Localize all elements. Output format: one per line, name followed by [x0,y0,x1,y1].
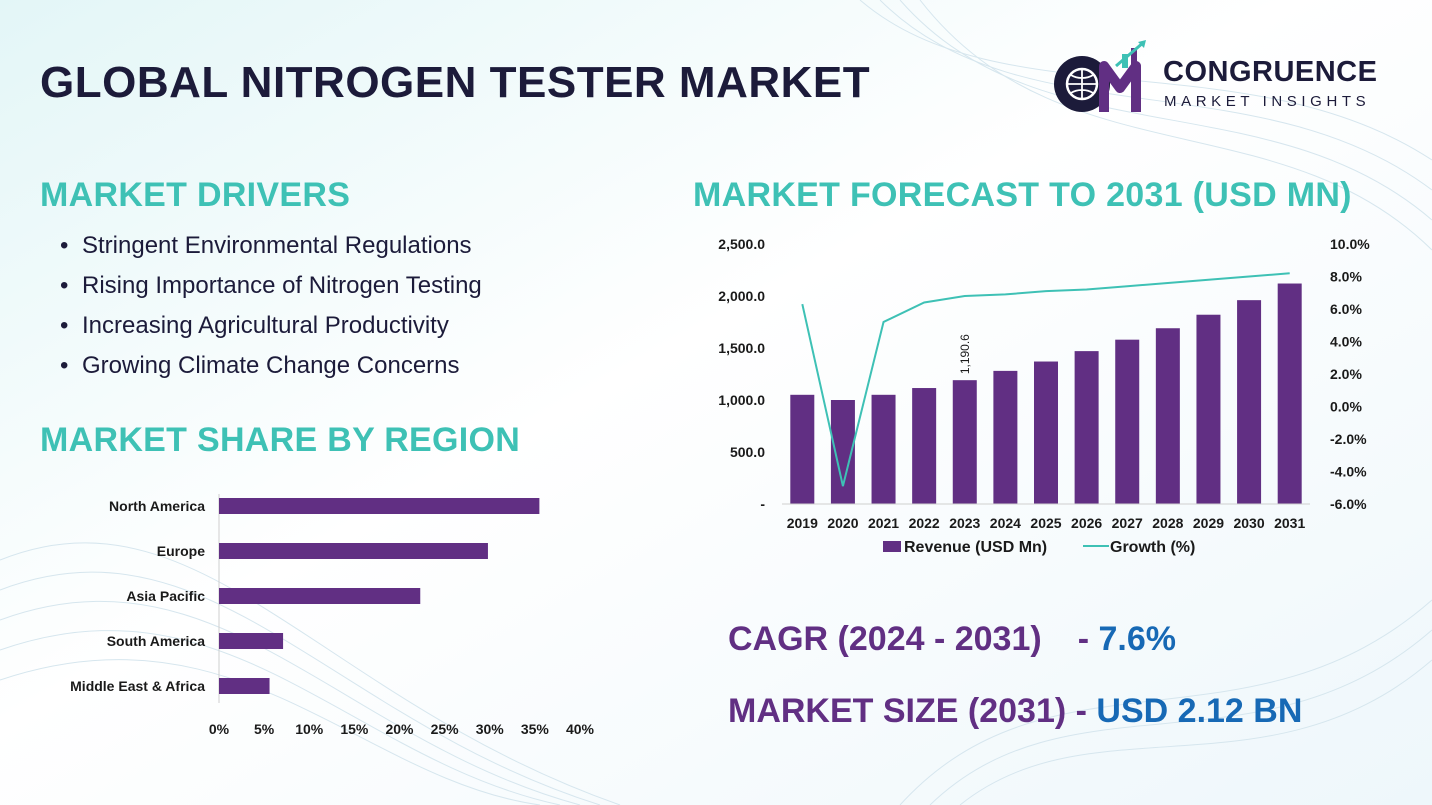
logo-wordmark: CONGRUENCE [1163,56,1378,88]
x-tick-label: 40% [566,721,595,737]
page-title: GLOBAL NITROGEN TESTER MARKET [40,58,871,107]
bar [219,633,284,649]
bar [993,370,1018,504]
cagr-value: 7.6% [1098,620,1176,658]
legend-growth-label: Growth (%) [1110,539,1195,556]
bar [219,588,421,604]
bar [871,394,896,504]
y-right-tick-label: 6.0% [1330,301,1362,317]
brand-logo [1054,40,1146,112]
y-left-tick-label: 1,000.0 [718,392,765,408]
y-right-tick-label: 8.0% [1330,269,1362,285]
market-size-separator: - [1075,692,1087,730]
x-tick-label: 35% [521,721,550,737]
y-left-tick-label: 2,500.0 [718,236,765,252]
list-item: • Increasing Agricultural Productivity [60,312,449,339]
bar [219,498,540,514]
x-tick-label: 2027 [1112,515,1143,531]
bar [1034,361,1058,504]
x-tick-label: 25% [431,721,460,737]
list-item: • Rising Importance of Nitrogen Testing [60,272,482,299]
market-size-line: MARKET SIZE (2031) - USD 2.12 BN [728,692,1302,731]
y-left-tick-label: - [760,496,765,512]
x-tick-label: 2031 [1274,515,1305,531]
bar [912,388,937,504]
x-tick-label: 2019 [787,515,818,531]
x-tick-label: 2024 [990,515,1021,531]
region-share-chart: North America Europe Asia Pacific South Ame… [70,494,595,737]
x-tick-label: 2021 [868,515,899,531]
category-label: Asia Pacific [126,588,205,604]
x-tick-label: 2030 [1233,515,1264,531]
data-label: 1,190.6 [958,334,972,374]
market-size-label: MARKET SIZE (2031) [728,692,1067,730]
x-tick-label: 20% [385,721,414,737]
x-tick-label: 0% [209,721,230,737]
y-right-tick-label: -2.0% [1330,431,1367,447]
category-label: Europe [157,543,205,559]
cagr-label: CAGR (2024 - 2031) [728,620,1042,658]
legend-revenue-label: Revenue (USD Mn) [904,539,1047,556]
x-tick-label: 2026 [1071,515,1102,531]
market-forecast-heading: MARKET FORECAST TO 2031 (USD MN) [693,176,1352,214]
bar [219,543,488,559]
x-tick-label: 10% [295,721,324,737]
bar [219,678,270,694]
logo-tagline: MARKET INSIGHTS [1164,93,1371,110]
market-size-value: USD 2.12 BN [1096,692,1303,730]
bar [1074,351,1099,504]
x-tick-label: 2029 [1193,515,1224,531]
bar [790,394,815,504]
bar [1155,328,1180,504]
x-tick-label: 2028 [1152,515,1183,531]
x-tick-label: 2025 [1030,515,1061,531]
x-tick-label: 15% [340,721,369,737]
category-label: South America [107,633,205,649]
bar [1277,283,1302,504]
x-tick-label: 2022 [909,515,940,531]
y-right-tick-label: -6.0% [1330,496,1367,512]
bar [1196,314,1221,504]
forecast-chart: - 500.0 1,000.0 1,500.0 2,000.0 2,500.0 -6.0% -… [718,236,1370,556]
x-tick-label: 5% [254,721,275,737]
category-label: Middle East & Africa [70,678,205,694]
y-right-tick-label: 2.0% [1330,366,1362,382]
list-item: • Stringent Environmental Regulations [60,232,472,259]
y-right-tick-label: -4.0% [1330,464,1367,480]
x-tick-label: 30% [476,721,505,737]
cagr-separator: - [1077,620,1090,658]
list-item: • Growing Climate Change Concerns [60,352,460,379]
bar [952,380,977,504]
market-drivers-heading: MARKET DRIVERS [40,176,351,214]
y-left-tick-label: 500.0 [730,444,765,460]
category-label: North America [109,498,205,514]
x-tick-label: 2023 [949,515,980,531]
legend-revenue-swatch [883,541,901,552]
y-right-tick-label: 0.0% [1330,399,1362,415]
y-right-tick-label: 10.0% [1330,236,1370,252]
logo-mark-icon [1054,40,1146,112]
bar [1237,300,1262,504]
y-left-tick-label: 2,000.0 [718,288,765,304]
y-left-tick-label: 1,500.0 [718,340,765,356]
bar [1115,339,1140,504]
x-tick-label: 2020 [827,515,858,531]
drivers-list: • Stringent Environmental Regulations • Ri… [60,228,482,388]
market-share-heading: MARKET SHARE BY REGION [40,421,521,459]
cagr-line: CAGR (2024 - 2031) - 7.6% [728,620,1176,659]
y-right-tick-label: 4.0% [1330,334,1362,350]
